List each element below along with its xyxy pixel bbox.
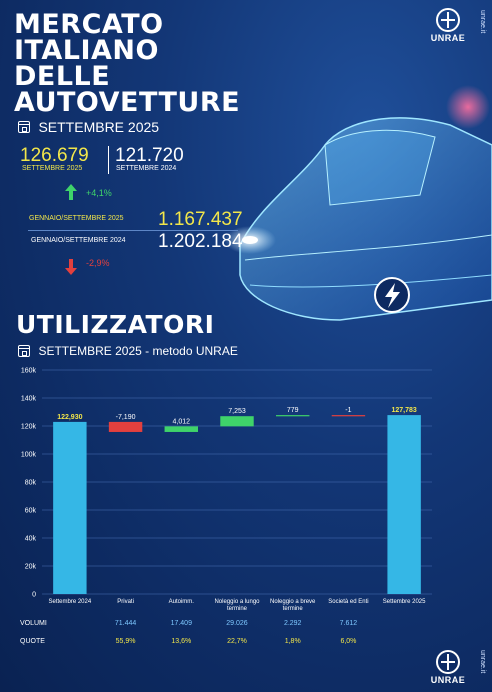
bar-3 — [220, 416, 254, 427]
value-label-0: 122,930 — [57, 414, 82, 421]
ytd-current-value: 1.167.437 — [158, 209, 243, 230]
table-cell-0-2: 29.026 — [226, 620, 248, 627]
arrow-up-icon — [65, 184, 77, 200]
ytd-previous-label: GENNAIO/SETTEMBRE 2024 — [31, 237, 126, 244]
category-label-4: termine — [283, 606, 304, 612]
period-row: SETTEMBRE 2025 — [18, 118, 159, 136]
car-body — [239, 117, 492, 321]
title-line-1: MERCATO — [14, 9, 164, 40]
calendar-icon — [18, 120, 30, 133]
section-subtitle: SETTEMBRE 2025 - metodo UNRAE — [38, 343, 238, 358]
unrae-logo-text: UNRAE — [430, 33, 466, 43]
table-cell-1-2: 22,7% — [227, 638, 247, 645]
table-cell-0-3: 2.292 — [283, 620, 302, 627]
y-tick-label: 20k — [25, 564, 37, 571]
category-label-1: Privati — [117, 599, 134, 605]
unrae-logo-text-bottom: UNRAE — [430, 675, 466, 685]
y-tick-label: 0 — [32, 592, 36, 599]
chart-bars — [53, 415, 421, 594]
section-title: UTILIZZATORI — [16, 310, 215, 339]
ytd-change: -2,9% — [86, 258, 110, 268]
ytd-divider — [28, 230, 238, 231]
calendar-icon-2 — [18, 344, 30, 357]
y-tick-label: 60k — [25, 508, 37, 515]
headlight — [242, 236, 258, 244]
bar-2 — [164, 426, 198, 432]
bar-0 — [53, 421, 87, 594]
category-label-5: Società ed Enti — [328, 599, 368, 605]
month-previous-label: SETTEMBRE 2024 — [116, 165, 177, 172]
table-cell-1-0: 55,9% — [115, 638, 136, 645]
category-label-2: Autoimm. — [169, 599, 195, 605]
unrae-logo-icon-bottom — [436, 650, 460, 674]
site-url-bottom: unrae.it — [479, 650, 486, 674]
bar-4 — [276, 415, 310, 417]
unrae-logo-bottom: UNRAE — [429, 650, 467, 685]
value-label-4: 779 — [287, 407, 299, 414]
ytd-current-label: GENNAIO/SETTEMBRE 2025 — [29, 215, 124, 222]
site-url-top: unrae.it — [479, 10, 486, 34]
period-label: SETTEMBRE 2025 — [38, 118, 160, 135]
title-line-2: ITALIANO — [14, 35, 159, 66]
table-cell-0-1: 17.409 — [170, 620, 192, 627]
table-row-label-quote: QUOTE — [20, 638, 45, 645]
car-line — [244, 234, 492, 261]
ytd-previous-value: 1.202.184 — [158, 231, 243, 252]
table-row-label-volumi: VOLUMI — [20, 620, 47, 627]
table-cell-1-1: 13,6% — [171, 638, 192, 645]
car-line-lower — [249, 274, 492, 288]
month-current-value: 126.679 — [20, 145, 89, 166]
category-label-6: Settembre 2025 — [383, 599, 426, 605]
y-tick-label: 80k — [25, 480, 37, 487]
chart-grid: 0 20k 40k 60k 80k 100k 120k 140k 160k — [21, 368, 432, 599]
title-line-3: DELLE — [14, 61, 111, 92]
bar-5 — [331, 415, 366, 417]
value-label-3: 7,253 — [228, 408, 246, 415]
table-cell-0-0: 71.444 — [114, 620, 137, 627]
table-cell-1-4: 6,0% — [340, 638, 357, 645]
main-title: MERCATO ITALIANO DELLE AUTOVETTURE — [14, 9, 241, 118]
month-current-label: SETTEMBRE 2025 — [22, 165, 83, 172]
y-tick-label: 100k — [21, 452, 37, 459]
bar-6 — [387, 415, 421, 594]
category-label-0: Settembre 2024 — [49, 599, 92, 605]
title-line-4: AUTOVETTURE — [14, 87, 241, 118]
y-tick-label: 120k — [21, 424, 37, 431]
value-label-2: 4,012 — [173, 418, 191, 425]
section-subtitle-row: SETTEMBRE 2025 - metodo UNRAE — [18, 342, 238, 360]
bar-1 — [108, 421, 143, 432]
category-label-3: termine — [227, 606, 248, 612]
y-tick-label: 40k — [25, 536, 37, 543]
red-glow — [446, 85, 490, 129]
unrae-logo-top: UNRAE — [429, 8, 467, 43]
kpi-divider — [108, 146, 109, 174]
table-cell-1-3: 1,8% — [284, 638, 301, 645]
month-change: +4,1% — [86, 188, 112, 198]
arrow-down-icon — [65, 259, 77, 275]
chart-labels: 122,930 Settembre 2024 -7,190 Privati 4,012 A… — [49, 407, 427, 612]
value-label-5: -1 — [345, 407, 351, 414]
month-previous-value: 121.720 — [115, 145, 184, 166]
car-windshield — [324, 129, 436, 206]
table-cell-0-4: 7.612 — [339, 620, 358, 627]
lightning-bolt-icon — [385, 283, 400, 308]
car-illustration — [224, 85, 492, 321]
y-tick-label: 160k — [21, 368, 37, 375]
waterfall-chart: 0 20k 40k 60k 80k 100k 120k 140k 160k 122,930 Set… — [21, 368, 432, 612]
value-label-6: 127,783 — [391, 407, 416, 414]
category-label-4: Noleggio a breve — [270, 599, 316, 605]
value-label-1: -7,190 — [116, 414, 136, 421]
y-tick-label: 140k — [21, 396, 37, 403]
category-label-3: Noleggio a lungo — [214, 599, 260, 605]
unrae-logo-icon — [436, 8, 460, 32]
